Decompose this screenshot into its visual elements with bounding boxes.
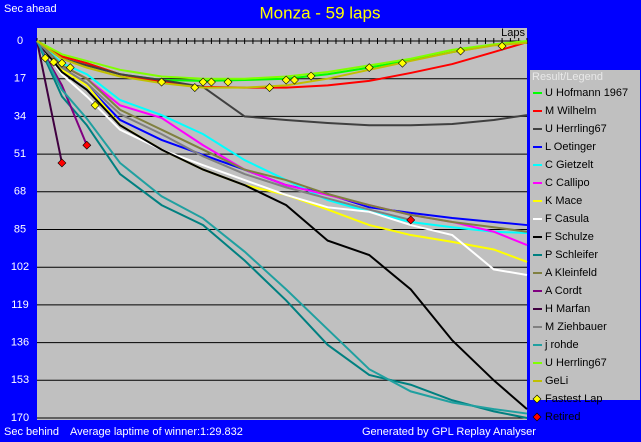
legend-marker — [532, 412, 542, 422]
legend-label: A Cordt — [545, 285, 582, 297]
legend-label: P Schleifer — [545, 249, 598, 261]
fastest-lap-marker — [157, 77, 167, 87]
legend-label: L Oetinger — [545, 141, 596, 153]
y-tick-label: 17 — [14, 73, 26, 85]
fastest-lap-marker — [290, 75, 299, 85]
legend-marker — [532, 394, 542, 404]
series-line — [36, 40, 528, 419]
legend-label: M Wilhelm — [545, 105, 596, 117]
fastest-lap-marker — [223, 77, 233, 87]
y-tick-label: 85 — [14, 223, 26, 235]
series-line — [36, 40, 528, 80]
fastest-lap-marker — [206, 77, 216, 87]
fastest-lap-marker — [497, 41, 507, 51]
footer-left: Average laptime of winner:1:29.832 — [70, 426, 243, 438]
fastest-lap-marker — [364, 63, 374, 73]
y-tick-label: 170 — [11, 412, 29, 424]
fastest-lap-marker — [397, 58, 407, 68]
y-tick-label: 51 — [14, 148, 26, 160]
fastest-lap-marker — [281, 75, 291, 85]
retired-marker — [57, 158, 67, 168]
fastest-lap-marker — [456, 46, 465, 56]
legend-label: U Herrling67 — [545, 123, 607, 135]
fastest-lap-marker — [90, 100, 100, 110]
legend-label: M Ziehbauer — [545, 321, 607, 333]
y-label-top: Sec ahead — [4, 3, 57, 15]
y-tick-label: 153 — [11, 374, 29, 386]
legend-label: U Hofmann 1967 — [545, 87, 628, 99]
fastest-lap-marker — [49, 57, 59, 67]
series-line — [36, 40, 528, 89]
legend-label: A Kleinfeld — [545, 267, 597, 279]
legend-label: GeLi — [545, 375, 568, 387]
retired-marker — [82, 140, 92, 150]
legend-label: F Schulze — [545, 231, 594, 243]
fastest-lap-marker — [40, 53, 50, 63]
legend-label: C Gietzelt — [545, 159, 593, 171]
x-label: Laps — [501, 27, 525, 39]
series-line — [36, 40, 528, 276]
y-tick-label: 102 — [11, 261, 29, 273]
series-line — [36, 40, 528, 127]
y-tick-label: 119 — [11, 299, 29, 311]
legend-label: Fastest Lap — [545, 393, 602, 405]
y-tick-label: 34 — [14, 110, 26, 122]
legend-label: j rohde — [544, 339, 579, 351]
legend-label: C Callipo — [545, 177, 590, 189]
legend-title: Result/Legend — [532, 71, 603, 83]
legend-label: F Casula — [545, 213, 590, 225]
series-line — [36, 40, 528, 233]
series-line — [36, 40, 63, 164]
fastest-lap-marker — [65, 63, 75, 73]
footer-right: Generated by GPL Replay Analyser — [362, 426, 536, 438]
series-line — [36, 40, 528, 263]
fastest-lap-marker — [190, 83, 200, 92]
y-tick-label: 136 — [11, 337, 29, 349]
y-tick-label: 0 — [17, 35, 23, 47]
legend-label: Retired — [545, 411, 580, 423]
chart-title: Monza - 59 laps — [260, 3, 381, 22]
legend-label: K Mace — [545, 195, 582, 207]
retired-marker — [406, 215, 416, 225]
series-line — [36, 40, 528, 235]
y-tick-label: 68 — [14, 186, 26, 198]
plot-area — [37, 28, 527, 420]
fastest-lap-marker — [57, 58, 67, 68]
legend-label: H Marfan — [545, 303, 590, 315]
legend-label: U Herrling67 — [545, 357, 607, 369]
fastest-lap-marker — [306, 71, 316, 81]
series-line — [36, 40, 528, 410]
series-line — [36, 40, 411, 221]
fastest-lap-marker — [198, 77, 208, 87]
fastest-lap-marker — [265, 83, 274, 92]
legend-box — [530, 70, 640, 400]
y-label-bottom: Sec behind — [4, 426, 59, 438]
series-line — [36, 40, 528, 415]
